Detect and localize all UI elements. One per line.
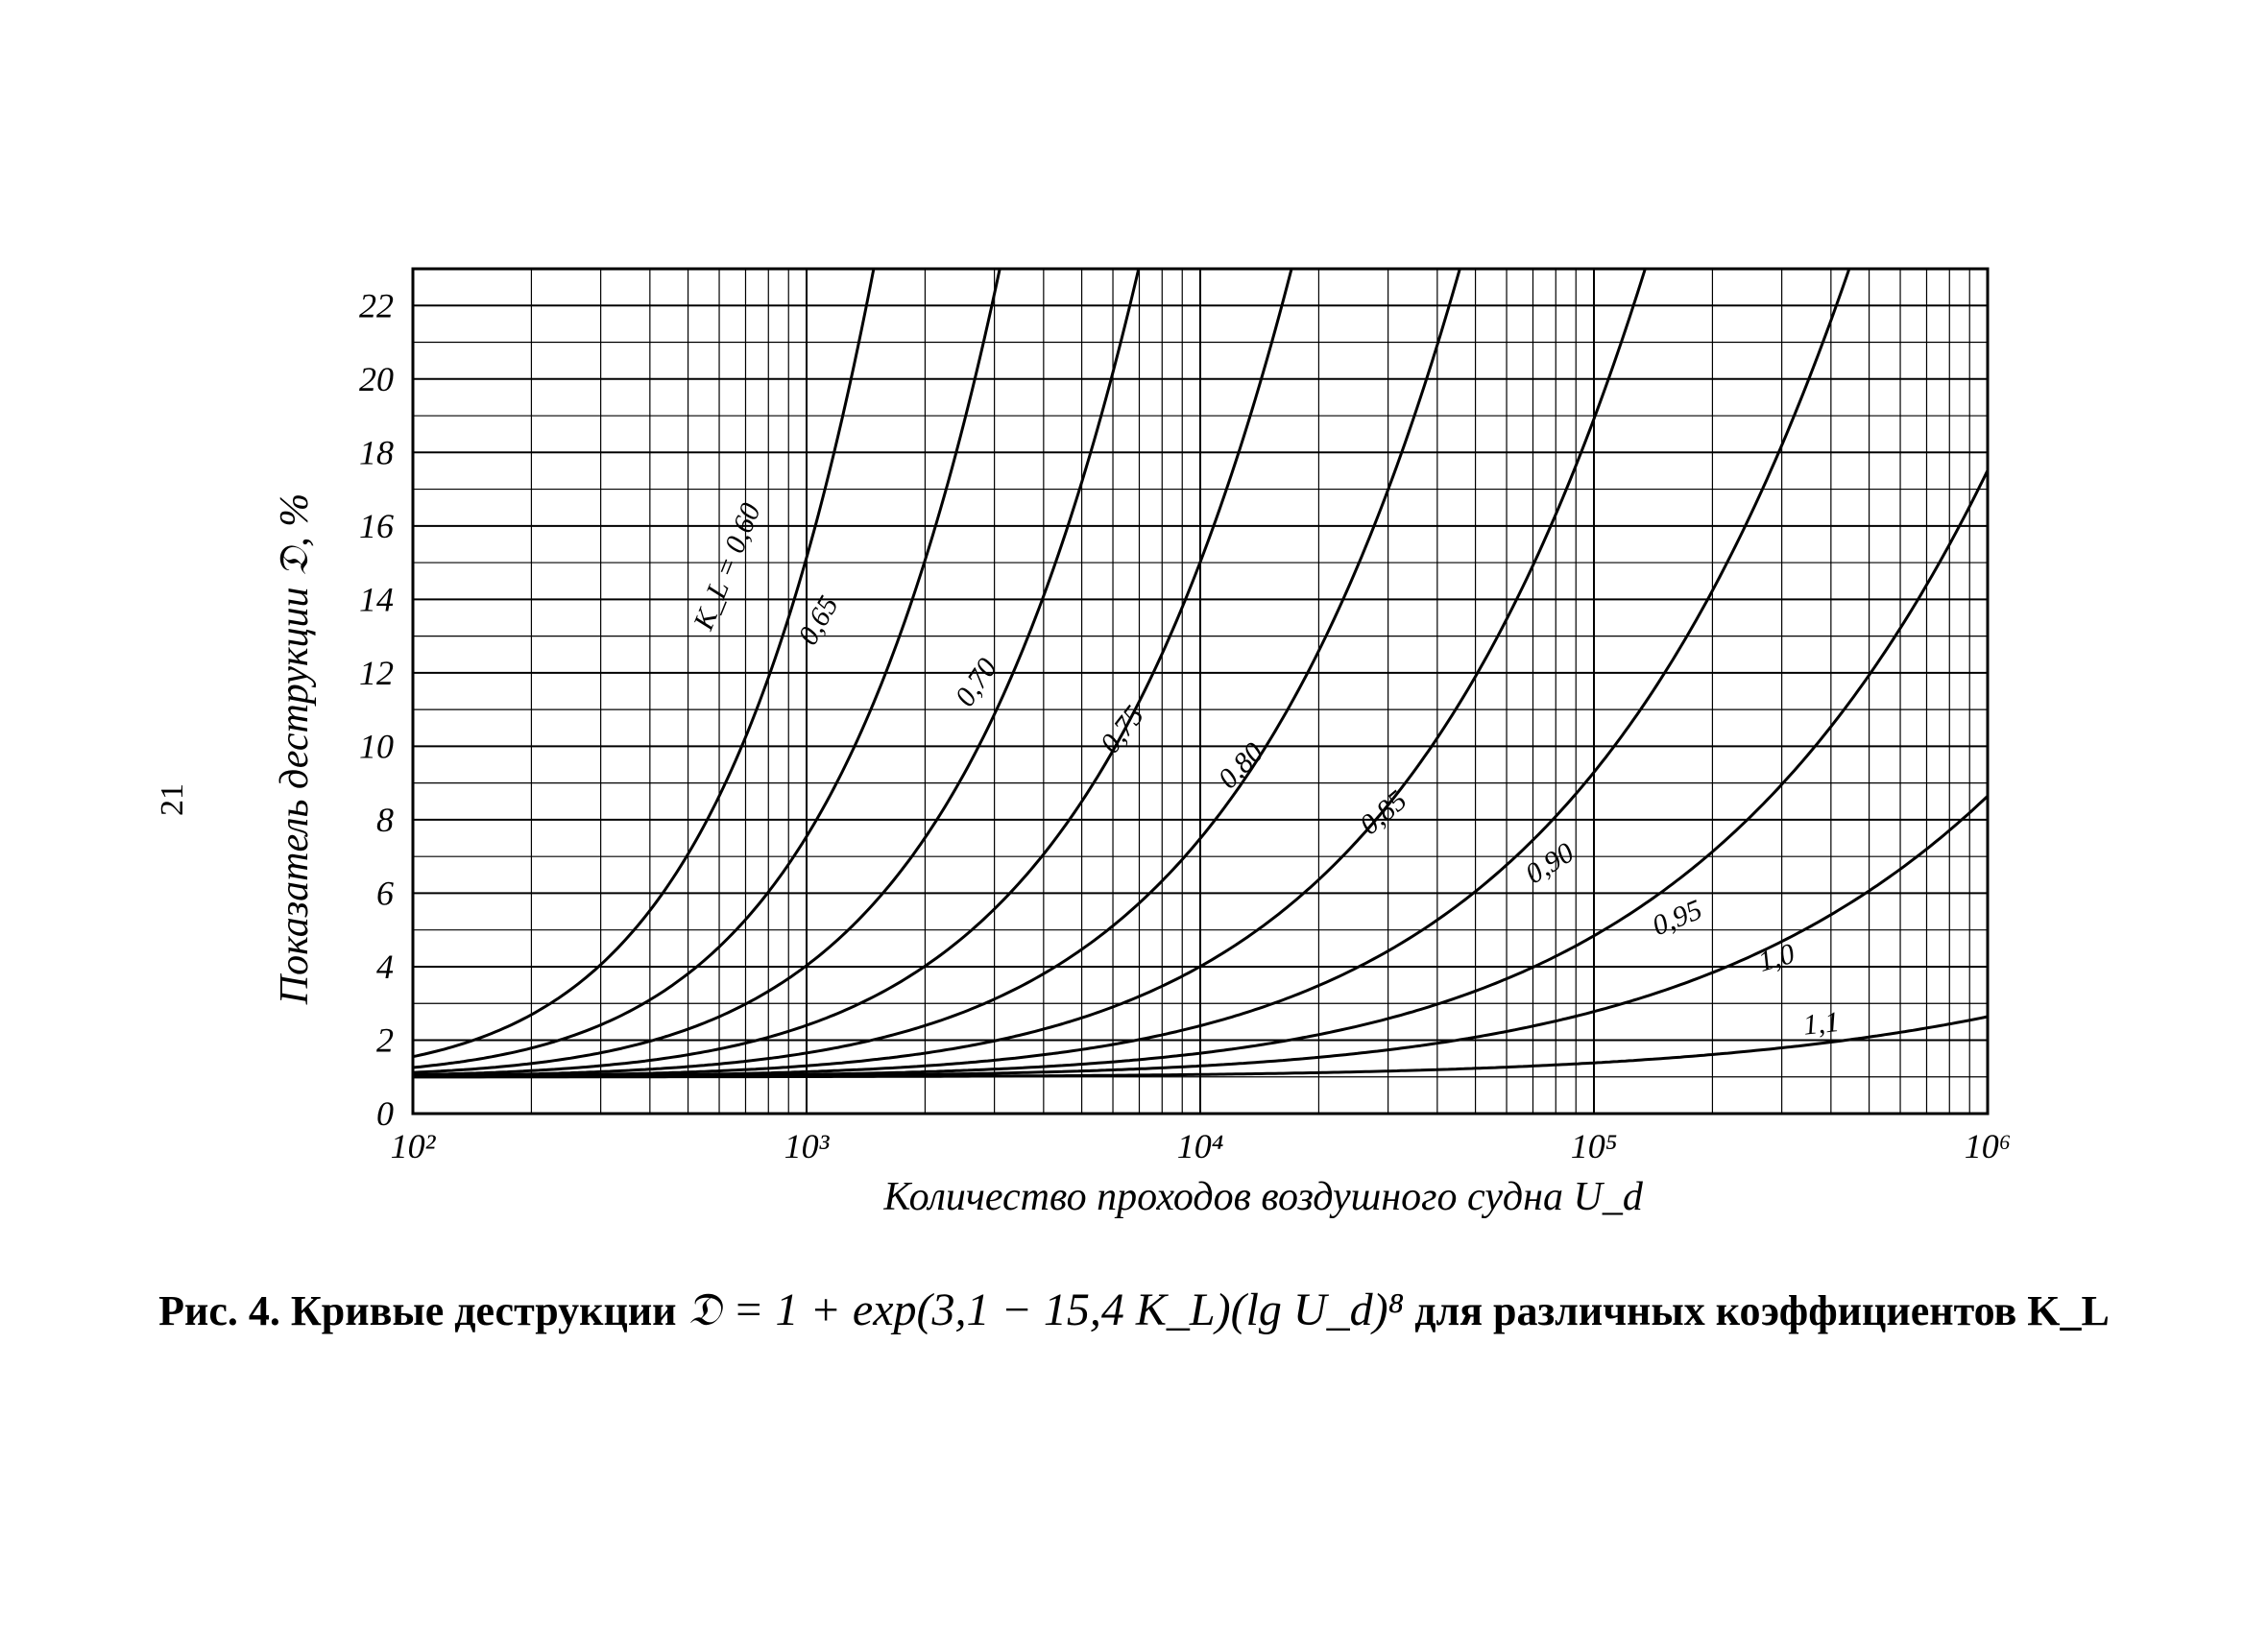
curve-label: 1,1 — [1801, 1006, 1841, 1042]
x-tick-label: 10² — [391, 1127, 437, 1165]
y-tick-label: 2 — [376, 1020, 394, 1059]
y-tick-label: 22 — [359, 286, 394, 324]
y-tick-label: 12 — [359, 654, 394, 692]
x-axis-title: Количество проходов воздушного судна U_d — [882, 1175, 1644, 1219]
page-number: 21 — [155, 783, 190, 816]
x-tick-label: 10⁵ — [1571, 1127, 1618, 1165]
y-tick-label: 6 — [376, 874, 394, 912]
chart-figure: 2110²10³10⁴10⁵10⁶0246810121416182022K_L … — [0, 0, 2268, 1632]
chart-svg: 2110²10³10⁴10⁵10⁶0246810121416182022K_L … — [0, 0, 2268, 1632]
y-tick-label: 0 — [376, 1094, 394, 1133]
y-tick-label: 10 — [359, 727, 394, 765]
y-tick-label: 4 — [376, 948, 394, 986]
figure-caption: Рис. 4. Кривые деструкции 𝔇 = 1 + exp(3,… — [158, 1284, 2110, 1335]
x-tick-label: 10⁶ — [1965, 1127, 2012, 1165]
y-axis-title: Показатель деструкции 𝔇, % — [273, 493, 317, 1005]
y-tick-label: 16 — [359, 507, 394, 545]
x-tick-label: 10³ — [784, 1127, 831, 1165]
y-tick-label: 20 — [359, 360, 394, 398]
y-tick-label: 18 — [359, 433, 394, 471]
x-tick-label: 10⁴ — [1177, 1127, 1224, 1165]
y-tick-label: 8 — [376, 801, 394, 839]
y-tick-label: 14 — [359, 580, 394, 618]
